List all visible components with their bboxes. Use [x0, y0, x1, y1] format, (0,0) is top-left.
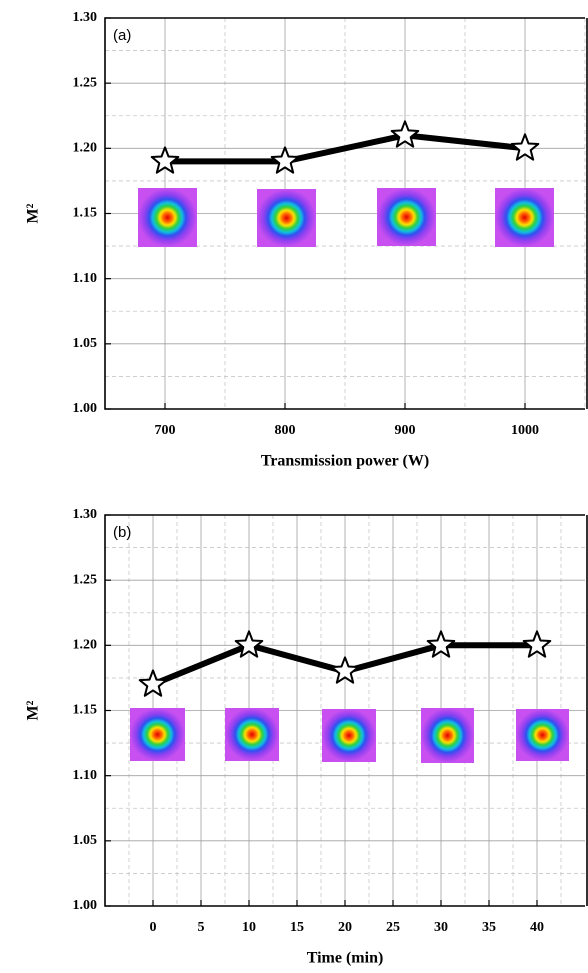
x-tick-label: 5 [198, 920, 205, 935]
star-marker [426, 630, 456, 658]
y-tick-label: 1.20 [73, 141, 98, 156]
beam-image [225, 708, 279, 761]
x-tick-label: 900 [395, 423, 416, 438]
x-tick-label: 15 [290, 920, 304, 935]
annotation: (b) [113, 524, 131, 541]
star-marker [390, 120, 420, 148]
x-axis-label: Time (min) [307, 950, 384, 967]
beam-image [257, 189, 316, 247]
x-tick-label: 35 [482, 920, 496, 935]
x-tick-label: 0 [150, 920, 157, 935]
y-tick-label: 1.10 [73, 271, 98, 286]
x-tick-label: 800 [275, 423, 296, 438]
y-tick-label: 1.20 [73, 638, 98, 653]
star-marker [138, 669, 168, 697]
axes-frame [104, 514, 585, 907]
beam-profiles [130, 188, 569, 763]
beam-image [421, 708, 474, 763]
line [165, 132, 526, 165]
x-tick-label: 25 [386, 920, 400, 935]
y-axis-label: M² [25, 203, 42, 223]
star-marker [270, 146, 300, 174]
beam-image [495, 188, 554, 247]
y-tick-label: 1.25 [73, 572, 98, 587]
y-tick-label: 1.05 [73, 336, 98, 351]
panel: 1.00 1.05 1.10 1.15 1.20 1.25 1.30 0 5 10 15 20 25 30… [25, 507, 588, 967]
star-marker [150, 146, 180, 174]
annotation: (a) [113, 27, 131, 44]
y-axis-label: M² [25, 700, 42, 720]
beam-image [138, 188, 197, 247]
star-marker [510, 133, 540, 161]
y-tick-label: 1.30 [73, 10, 98, 25]
y-tick-label: 1.30 [73, 507, 98, 522]
y-tick-label: 1.25 [73, 75, 98, 90]
x-tick-label: 20 [338, 920, 352, 935]
x-axis-label: Transmission power (W) [261, 453, 429, 470]
x-tick-label: 30 [434, 920, 448, 935]
x-tick-label: 1000 [511, 423, 539, 438]
beam-image [516, 709, 569, 761]
x-tick-label: 700 [155, 423, 176, 438]
x-tick-label: 40 [530, 920, 544, 935]
star-marker [522, 630, 552, 658]
y-tick-label: 1.10 [73, 768, 98, 783]
beam-image [377, 188, 436, 246]
y-tick-label: 1.15 [73, 206, 98, 221]
x-tick-label: 10 [242, 920, 256, 935]
y-tick-label: 1.05 [73, 833, 98, 848]
star-marker [330, 656, 360, 684]
y-tick-label: 1.00 [73, 898, 98, 913]
y-tick-label: 1.15 [73, 703, 98, 718]
y-tick-label: 1.00 [73, 401, 98, 416]
axes-frame [104, 17, 585, 410]
star-marker [234, 630, 264, 658]
beam-image [322, 709, 376, 762]
beam-image [130, 708, 185, 761]
